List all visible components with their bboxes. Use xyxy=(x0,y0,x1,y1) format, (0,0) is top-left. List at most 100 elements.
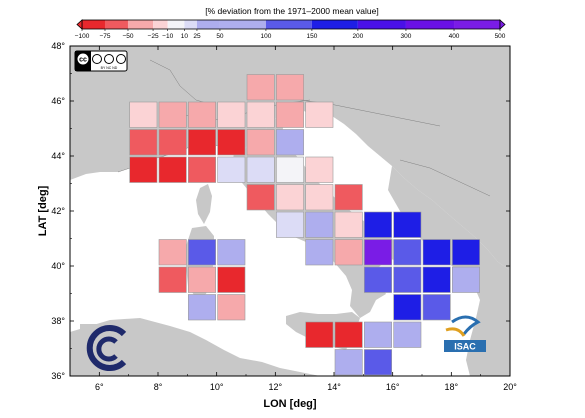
grid-cell xyxy=(334,321,363,348)
north-africa xyxy=(70,318,320,376)
grid-cell xyxy=(364,266,392,293)
grid-cell xyxy=(158,156,187,183)
colorbar-segment xyxy=(311,20,358,29)
isac-logo: ISAC xyxy=(444,315,486,352)
colorbar-tick-label: 10 xyxy=(181,33,189,40)
grid-cell xyxy=(305,321,334,348)
y-tick-label: 36° xyxy=(51,371,65,381)
grid-cell xyxy=(129,101,158,128)
grid-cell xyxy=(246,129,275,156)
x-tick-label: 18° xyxy=(445,382,459,392)
cnr-logo xyxy=(80,324,132,371)
y-tick-label: 48° xyxy=(51,41,65,51)
grid-cell xyxy=(364,349,392,376)
cc-small-label: BY NC ND xyxy=(101,66,118,70)
grid-cell xyxy=(217,239,246,266)
colorbar-segment xyxy=(454,20,500,29)
greece xyxy=(470,300,510,376)
y-axis-label: LAT [deg] xyxy=(37,185,49,236)
grid-cell xyxy=(364,321,392,348)
grid-cell xyxy=(422,239,451,266)
grid-cell xyxy=(217,129,246,156)
grid-cell xyxy=(188,129,216,156)
x-tick-label: 16° xyxy=(386,382,400,392)
y-tick-label: 38° xyxy=(51,316,65,326)
isac-label: ISAC xyxy=(454,342,476,352)
colorbar-title: [% deviation from the 1971–2000 mean val… xyxy=(205,6,378,16)
colorbar-tick-label: 300 xyxy=(401,33,412,40)
grid-cell xyxy=(246,156,275,183)
colorbar-tick-label: −75 xyxy=(99,33,110,40)
x-tick-label: 20° xyxy=(503,382,517,392)
colorbar xyxy=(76,19,506,30)
colorbar-tick-label: 500 xyxy=(495,33,506,40)
y-tick-label: 42° xyxy=(51,206,65,216)
grid-cell xyxy=(246,184,275,211)
colorbar-tick-label: −100 xyxy=(75,33,90,40)
grid-cell xyxy=(305,239,334,266)
colorbar-segment xyxy=(127,20,154,29)
grid-cell xyxy=(364,239,392,266)
grid-cell xyxy=(276,129,304,156)
grid-cell xyxy=(158,129,187,156)
grid-cell xyxy=(334,211,363,238)
isac-swirl-orange xyxy=(445,327,466,337)
grid-cell xyxy=(129,129,158,156)
x-axis-ticks: 6° 8° 10° 12° 14° 16° 18° 20° xyxy=(69,46,517,392)
isac-swirl-blue xyxy=(451,315,481,335)
colorbar-segment xyxy=(153,20,168,29)
colorbar-tick-label: 200 xyxy=(352,33,363,40)
grid-cell xyxy=(276,74,304,101)
grid-cell xyxy=(129,156,158,183)
grid-cell xyxy=(276,211,304,238)
grid-cell xyxy=(158,266,187,293)
grid-cell xyxy=(188,101,216,128)
grid-cell xyxy=(246,101,275,128)
cc-icon-label: cc xyxy=(79,57,87,64)
grid-cell xyxy=(452,239,480,266)
grid-cells xyxy=(129,74,480,376)
grid-cell xyxy=(305,184,334,211)
nd-icon xyxy=(116,54,126,64)
x-tick-label: 12° xyxy=(269,382,283,392)
colorbar-tick-label: −10 xyxy=(162,33,173,40)
grid-cell xyxy=(334,239,363,266)
colorbar-segment xyxy=(357,20,406,29)
colorbar-segment xyxy=(104,20,128,29)
grid-cell xyxy=(188,266,216,293)
y-tick-label: 44° xyxy=(51,151,65,161)
map-content xyxy=(70,46,510,376)
colorbar-tick-label: 50 xyxy=(216,33,224,40)
grid-cell xyxy=(305,211,334,238)
grid-cell xyxy=(422,294,451,321)
y-axis-ticks: 36° 38° 40° 42° 44° 46° 48° xyxy=(51,41,510,381)
colorbar-tick-label: 100 xyxy=(260,33,271,40)
x-tick-label: 14° xyxy=(327,382,341,392)
grid-cell xyxy=(217,101,246,128)
grid-cell xyxy=(276,101,304,128)
colorbar-segment xyxy=(196,20,220,29)
grid-cell xyxy=(364,211,392,238)
colorbar-tick-labels: −100 −75 −50 −25 −10 10 25 50 100 150 200 300 400 500 xyxy=(75,29,506,40)
cc-license-badge[interactable]: cc BY NC ND xyxy=(74,50,128,72)
grid-cell xyxy=(305,101,334,128)
colorbar-tick-label: 25 xyxy=(193,33,201,40)
colorbar-segment xyxy=(405,20,455,29)
by-icon xyxy=(92,54,102,64)
colorbar-tick-label: 400 xyxy=(449,33,460,40)
colorbar-tick-label: −50 xyxy=(122,33,133,40)
grid-cell xyxy=(217,266,246,293)
grid-cell xyxy=(393,321,422,348)
grid-cell xyxy=(188,294,216,321)
isac-label-bg xyxy=(444,340,486,352)
corsica xyxy=(196,184,212,224)
colorbar-left-arrow xyxy=(76,19,83,30)
colorbar-segment xyxy=(167,20,185,29)
y-tick-label: 40° xyxy=(51,261,65,271)
x-tick-label: 6° xyxy=(95,382,104,392)
grid-cell xyxy=(188,156,216,183)
y-tick-label: 46° xyxy=(51,96,65,106)
grid-cell xyxy=(393,211,422,238)
